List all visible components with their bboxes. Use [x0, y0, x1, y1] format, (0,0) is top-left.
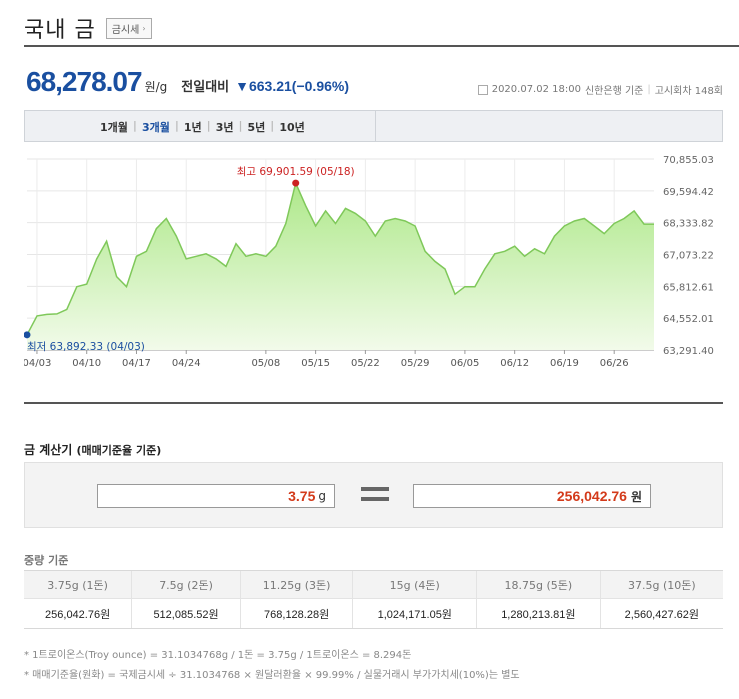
price-output-unit: 원	[630, 489, 642, 504]
tab-divider: |	[174, 119, 179, 132]
weight-header-cell: 18.75g (5돈)	[476, 570, 601, 599]
price-change: ▼663.21(−0.96%)	[235, 78, 349, 94]
y-tick-label: 63,291.40	[663, 346, 714, 357]
x-tick-label: 05/15	[301, 358, 330, 369]
tab-divider: |	[238, 119, 243, 132]
period-tab[interactable]: 1개월	[100, 121, 128, 134]
period-bar-divider	[375, 111, 376, 141]
title-divider	[24, 45, 739, 47]
page-title: 국내 금	[24, 18, 96, 43]
x-tick-label: 05/22	[351, 358, 380, 369]
x-tick-label: 06/05	[450, 358, 479, 369]
x-tick-label: 04/17	[122, 358, 151, 369]
meta-separator: |	[647, 84, 651, 95]
weight-table-header: 3.75g (1돈) 7.5g (2돈) 11.25g (3돈) 15g (4돈) 18…	[24, 570, 723, 599]
y-tick-label: 65,812.61	[663, 282, 714, 293]
x-tick-label: 06/19	[550, 358, 579, 369]
meta-date: 2020.07.02 18:00	[491, 84, 581, 95]
y-tick-label: 70,855.03	[663, 155, 714, 166]
calculator-title: 금 계산기 (매매기준율 기준)	[24, 441, 161, 458]
x-tick-label: 06/26	[600, 358, 629, 369]
equals-icon	[361, 487, 389, 503]
weight-input-value[interactable]: 3.75	[288, 488, 316, 504]
table-row: 256,042.76원 512,085.52원 768,128.28원 1,024,1…	[24, 598, 723, 629]
weight-header-cell: 15g (4돈)	[352, 570, 477, 599]
weight-header-cell: 7.5g (2돈)	[131, 570, 241, 599]
x-tick-label: 04/10	[72, 358, 101, 369]
current-price: 68,278.07	[26, 66, 143, 97]
weight-value-cell: 1,280,213.81원	[476, 598, 601, 629]
period-tabs: 1개월 | 3개월 | 1년 | 3년 | 5년 | 10년	[95, 119, 310, 135]
min-point	[24, 331, 31, 339]
price-unit: 원/g	[144, 80, 168, 94]
badge-label: 금시세	[111, 24, 140, 36]
max-point	[292, 179, 300, 187]
calculator-box: 3.75 g 256,042.76 원	[24, 462, 723, 528]
weight-value-cell: 1,024,171.05원	[352, 598, 477, 629]
x-tick-label: 06/12	[500, 358, 529, 369]
y-tick-label: 68,333.82	[663, 219, 714, 230]
meta-round: 고시회차 148회	[654, 86, 723, 97]
period-tab[interactable]: 1년	[183, 121, 202, 134]
price-row: 68,278.07 원/g 전일대비 ▼663.21(−0.96%)	[26, 66, 349, 98]
x-tick-label: 04/24	[172, 358, 201, 369]
weight-value-cell: 768,128.28원	[239, 598, 353, 629]
document-icon	[477, 84, 488, 95]
period-tab-bar: 1개월 | 3개월 | 1년 | 3년 | 5년 | 10년	[24, 110, 723, 142]
calculator-title-text: 금 계산기	[24, 443, 73, 457]
x-tick-label: 05/29	[401, 358, 430, 369]
period-tab[interactable]: 10년	[279, 121, 305, 134]
tab-divider: |	[132, 119, 137, 132]
meta-source: 신한은행 기준	[584, 86, 644, 97]
min-label: 최저 63,892.33 (04/03)	[27, 341, 145, 353]
weight-value-cell: 256,042.76원	[24, 598, 132, 629]
y-tick-label: 69,594.42	[663, 187, 714, 198]
price-output-value: 256,042.76	[556, 488, 627, 504]
tab-divider: |	[206, 119, 211, 132]
gold-price-badge-button[interactable]: 금시세 ›	[105, 17, 152, 39]
chevron-right-icon: ›	[142, 23, 146, 33]
weight-table: 3.75g (1돈) 7.5g (2돈) 11.25g (3돈) 15g (4돈) 18…	[24, 570, 723, 629]
max-label: 최고 69,901.59 (05/18)	[237, 166, 355, 178]
period-tab[interactable]: 3년	[215, 121, 234, 134]
price-area	[27, 183, 654, 350]
weight-value-cell: 512,085.52원	[131, 598, 241, 629]
footnote-troy: * 1트로이온스(Troy ounce) = 31.1034768g / 1돈 …	[24, 650, 412, 661]
tab-divider: |	[270, 119, 275, 132]
footnote-formula: * 매매기준율(원화) = 국제금시세 ÷ 31.1034768 × 원달러환율…	[24, 670, 520, 681]
price-chart-svg: 70,855.03 69,594.42 68,333.82 67,073.22 65,8…	[24, 155, 714, 369]
price-meta: 2020.07.02 18:00 신한은행 기준 | 고시회차 148회	[477, 82, 723, 97]
calculator-subtitle: (매매기준율 기준)	[76, 444, 162, 457]
weight-header-cell: 11.25g (3돈)	[239, 570, 353, 599]
price-line	[26, 180, 654, 336]
y-tick-label: 64,552.01	[663, 314, 714, 325]
price-chart: 70,855.03 69,594.42 68,333.82 67,073.22 65,8…	[24, 148, 739, 383]
x-tick-label: 05/08	[251, 358, 280, 369]
title-row: 국내 금 금시세 ›	[24, 10, 152, 46]
weight-value-cell: 2,560,427.62원	[599, 598, 723, 629]
weight-table-title: 중량 기준	[24, 554, 69, 567]
weight-input[interactable]: 3.75 g	[97, 484, 335, 508]
period-tab[interactable]: 5년	[247, 121, 266, 134]
section-divider	[24, 402, 723, 404]
weight-header-cell: 37.5g (10돈)	[599, 570, 723, 599]
weight-input-unit: g	[318, 489, 326, 503]
price-output: 256,042.76 원	[413, 484, 651, 508]
footnotes: * 1트로이온스(Troy ounce) = 31.1034768g / 1돈 …	[24, 646, 520, 686]
compare-label: 전일대비	[181, 80, 230, 95]
weight-header-cell: 3.75g (1돈)	[24, 570, 132, 599]
period-tab[interactable]: 3개월	[141, 121, 170, 134]
x-tick-label: 04/03	[24, 358, 51, 369]
y-tick-label: 67,073.22	[663, 251, 714, 262]
